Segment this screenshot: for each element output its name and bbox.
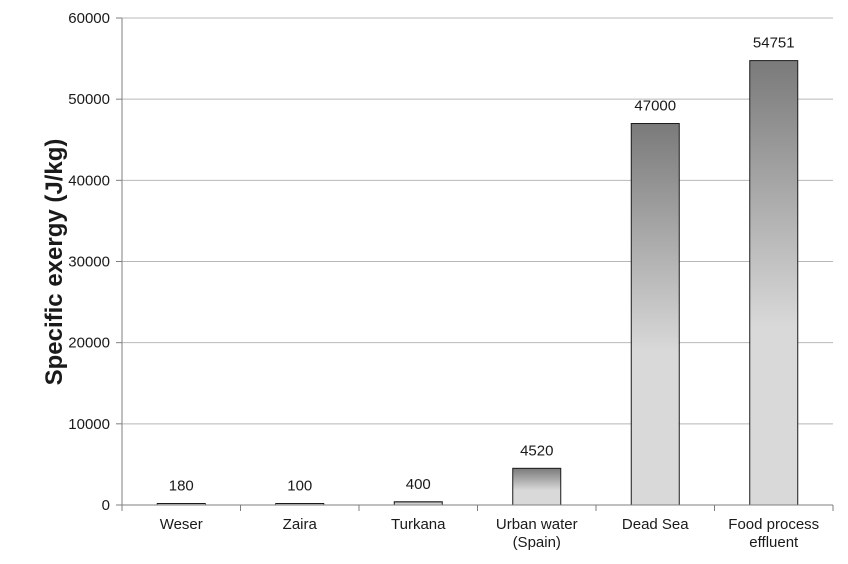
data-label: 100 [287,478,312,495]
x-category-label: (Spain) [513,534,561,551]
bars [156,60,799,506]
data-label: 4520 [520,442,553,459]
y-tick-label: 10000 [68,416,110,433]
y-tick-label: 20000 [68,335,110,352]
x-category-label: Turkana [391,516,446,533]
data-label: 54751 [753,35,795,52]
axes [116,17,834,511]
grid-lines [122,17,833,425]
y-tick-label: 0 [102,497,110,514]
labels: 0 10000 20000 30000 40000 50000 60000 180 Weser 1… [68,10,819,551]
x-category-label: Food process [728,516,819,533]
y-tick-label: 30000 [68,254,110,271]
data-label: 47000 [634,98,676,115]
x-category-label: Dead Sea [622,516,689,533]
data-label: 180 [169,478,194,495]
x-category-label: Urban water [496,516,578,533]
bar [630,123,680,506]
x-category-label: Zaira [283,516,318,533]
y-tick-label: 50000 [68,91,110,108]
y-tick-label: 60000 [68,10,110,27]
x-category-label: effluent [749,534,799,551]
y-axis-title: Specific exergy (J/kg) [41,139,68,386]
y-tick-label: 40000 [68,172,110,189]
data-label: 400 [406,476,431,493]
x-category-label: Weser [160,516,203,533]
bar [512,467,562,506]
bar [749,60,799,506]
